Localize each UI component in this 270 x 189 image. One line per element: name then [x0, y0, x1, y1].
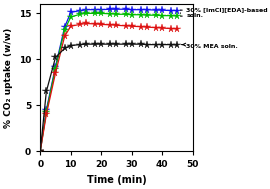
- X-axis label: Time (min): Time (min): [87, 175, 146, 185]
- Text: 30% [ImCl][EDA]-based
soln.: 30% [ImCl][EDA]-based soln.: [187, 8, 268, 18]
- Y-axis label: % CO₂ uptake (w/w): % CO₂ uptake (w/w): [4, 28, 13, 128]
- Text: 30% MEA soln.: 30% MEA soln.: [187, 44, 238, 49]
